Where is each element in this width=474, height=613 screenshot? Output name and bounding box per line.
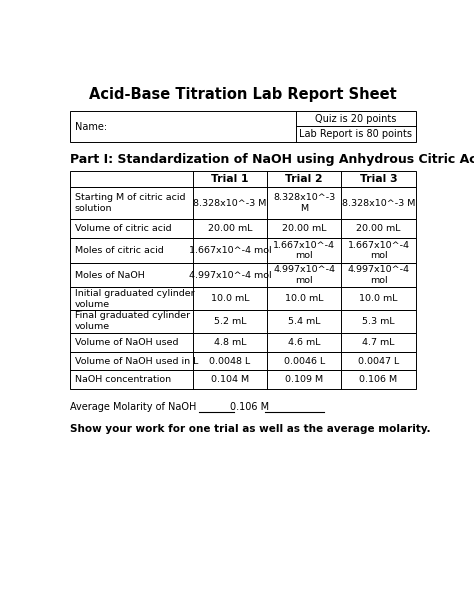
Bar [70,171,416,188]
Text: Trial 1: Trial 1 [211,174,249,185]
Text: 8.328x10^-3
M: 8.328x10^-3 M [273,194,335,213]
Text: Initial graduated cylinder
volume: Initial graduated cylinder volume [75,289,194,308]
Text: Part I: Standardization of NaOH using Anhydrous Citric Acid: Part I: Standardization of NaOH using An… [70,153,474,166]
Text: 10.0 mL: 10.0 mL [285,294,323,303]
Text: 0.106 M: 0.106 M [230,402,269,413]
Text: 4.997x10^-4 mol: 4.997x10^-4 mol [189,270,271,280]
Text: 0.104 M: 0.104 M [211,375,249,384]
Text: 1.667x10^-4
mol: 1.667x10^-4 mol [273,241,335,261]
Bar [70,188,416,219]
Text: 0.0048 L: 0.0048 L [210,357,251,365]
Bar [70,112,416,142]
Text: Lab Report is 80 points: Lab Report is 80 points [300,129,412,139]
Bar [70,333,416,352]
Bar [70,370,416,389]
Text: 8.328x10^-3 M: 8.328x10^-3 M [193,199,267,208]
Text: 0.0047 L: 0.0047 L [358,357,399,365]
Text: 4.997x10^-4
mol: 4.997x10^-4 mol [347,265,410,285]
Bar [70,287,416,310]
Text: 0.106 M: 0.106 M [359,375,398,384]
Text: 4.8 mL: 4.8 mL [214,338,246,346]
Text: Final graduated cylinder
volume: Final graduated cylinder volume [75,311,190,331]
Bar [70,310,416,333]
Text: 4.7 mL: 4.7 mL [362,338,395,346]
Text: 1.667x10^-4
mol: 1.667x10^-4 mol [347,241,410,261]
Text: 5.2 mL: 5.2 mL [214,317,246,326]
Text: 20.00 mL: 20.00 mL [356,224,401,234]
Text: NaOH concentration: NaOH concentration [75,375,171,384]
Text: 10.0 mL: 10.0 mL [211,294,249,303]
Text: Name:: Name: [75,121,107,132]
Text: Show your work for one trial as well as the average molarity.: Show your work for one trial as well as … [70,424,431,433]
Text: Starting M of citric acid
solution: Starting M of citric acid solution [75,194,185,213]
Text: 1.667x10^-4 mol: 1.667x10^-4 mol [189,246,271,255]
Text: 4.997x10^-4
mol: 4.997x10^-4 mol [273,265,335,285]
Text: Moles of NaOH: Moles of NaOH [75,270,145,280]
Text: 20.00 mL: 20.00 mL [282,224,327,234]
Text: Acid-Base Titration Lab Report Sheet: Acid-Base Titration Lab Report Sheet [89,87,397,102]
Text: Average Molarity of NaOH: Average Molarity of NaOH [70,402,197,413]
Text: Trial 2: Trial 2 [285,174,323,185]
Bar [70,352,416,370]
Text: Volume of citric acid: Volume of citric acid [75,224,171,234]
Bar [70,263,416,287]
Text: 5.4 mL: 5.4 mL [288,317,320,326]
Text: Trial 3: Trial 3 [360,174,397,185]
Text: 20.00 mL: 20.00 mL [208,224,252,234]
Text: 10.0 mL: 10.0 mL [359,294,398,303]
Bar [70,238,416,263]
Text: Quiz is 20 points: Quiz is 20 points [315,114,397,124]
Text: Moles of citric acid: Moles of citric acid [75,246,164,255]
Text: 0.0046 L: 0.0046 L [283,357,325,365]
Text: 4.6 mL: 4.6 mL [288,338,320,346]
Text: 8.328x10^-3 M: 8.328x10^-3 M [342,199,415,208]
Text: 5.3 mL: 5.3 mL [362,317,395,326]
Text: Volume of NaOH used in L: Volume of NaOH used in L [75,357,198,365]
Text: Volume of NaOH used: Volume of NaOH used [75,338,178,346]
Text: 0.109 M: 0.109 M [285,375,323,384]
Bar [70,219,416,238]
